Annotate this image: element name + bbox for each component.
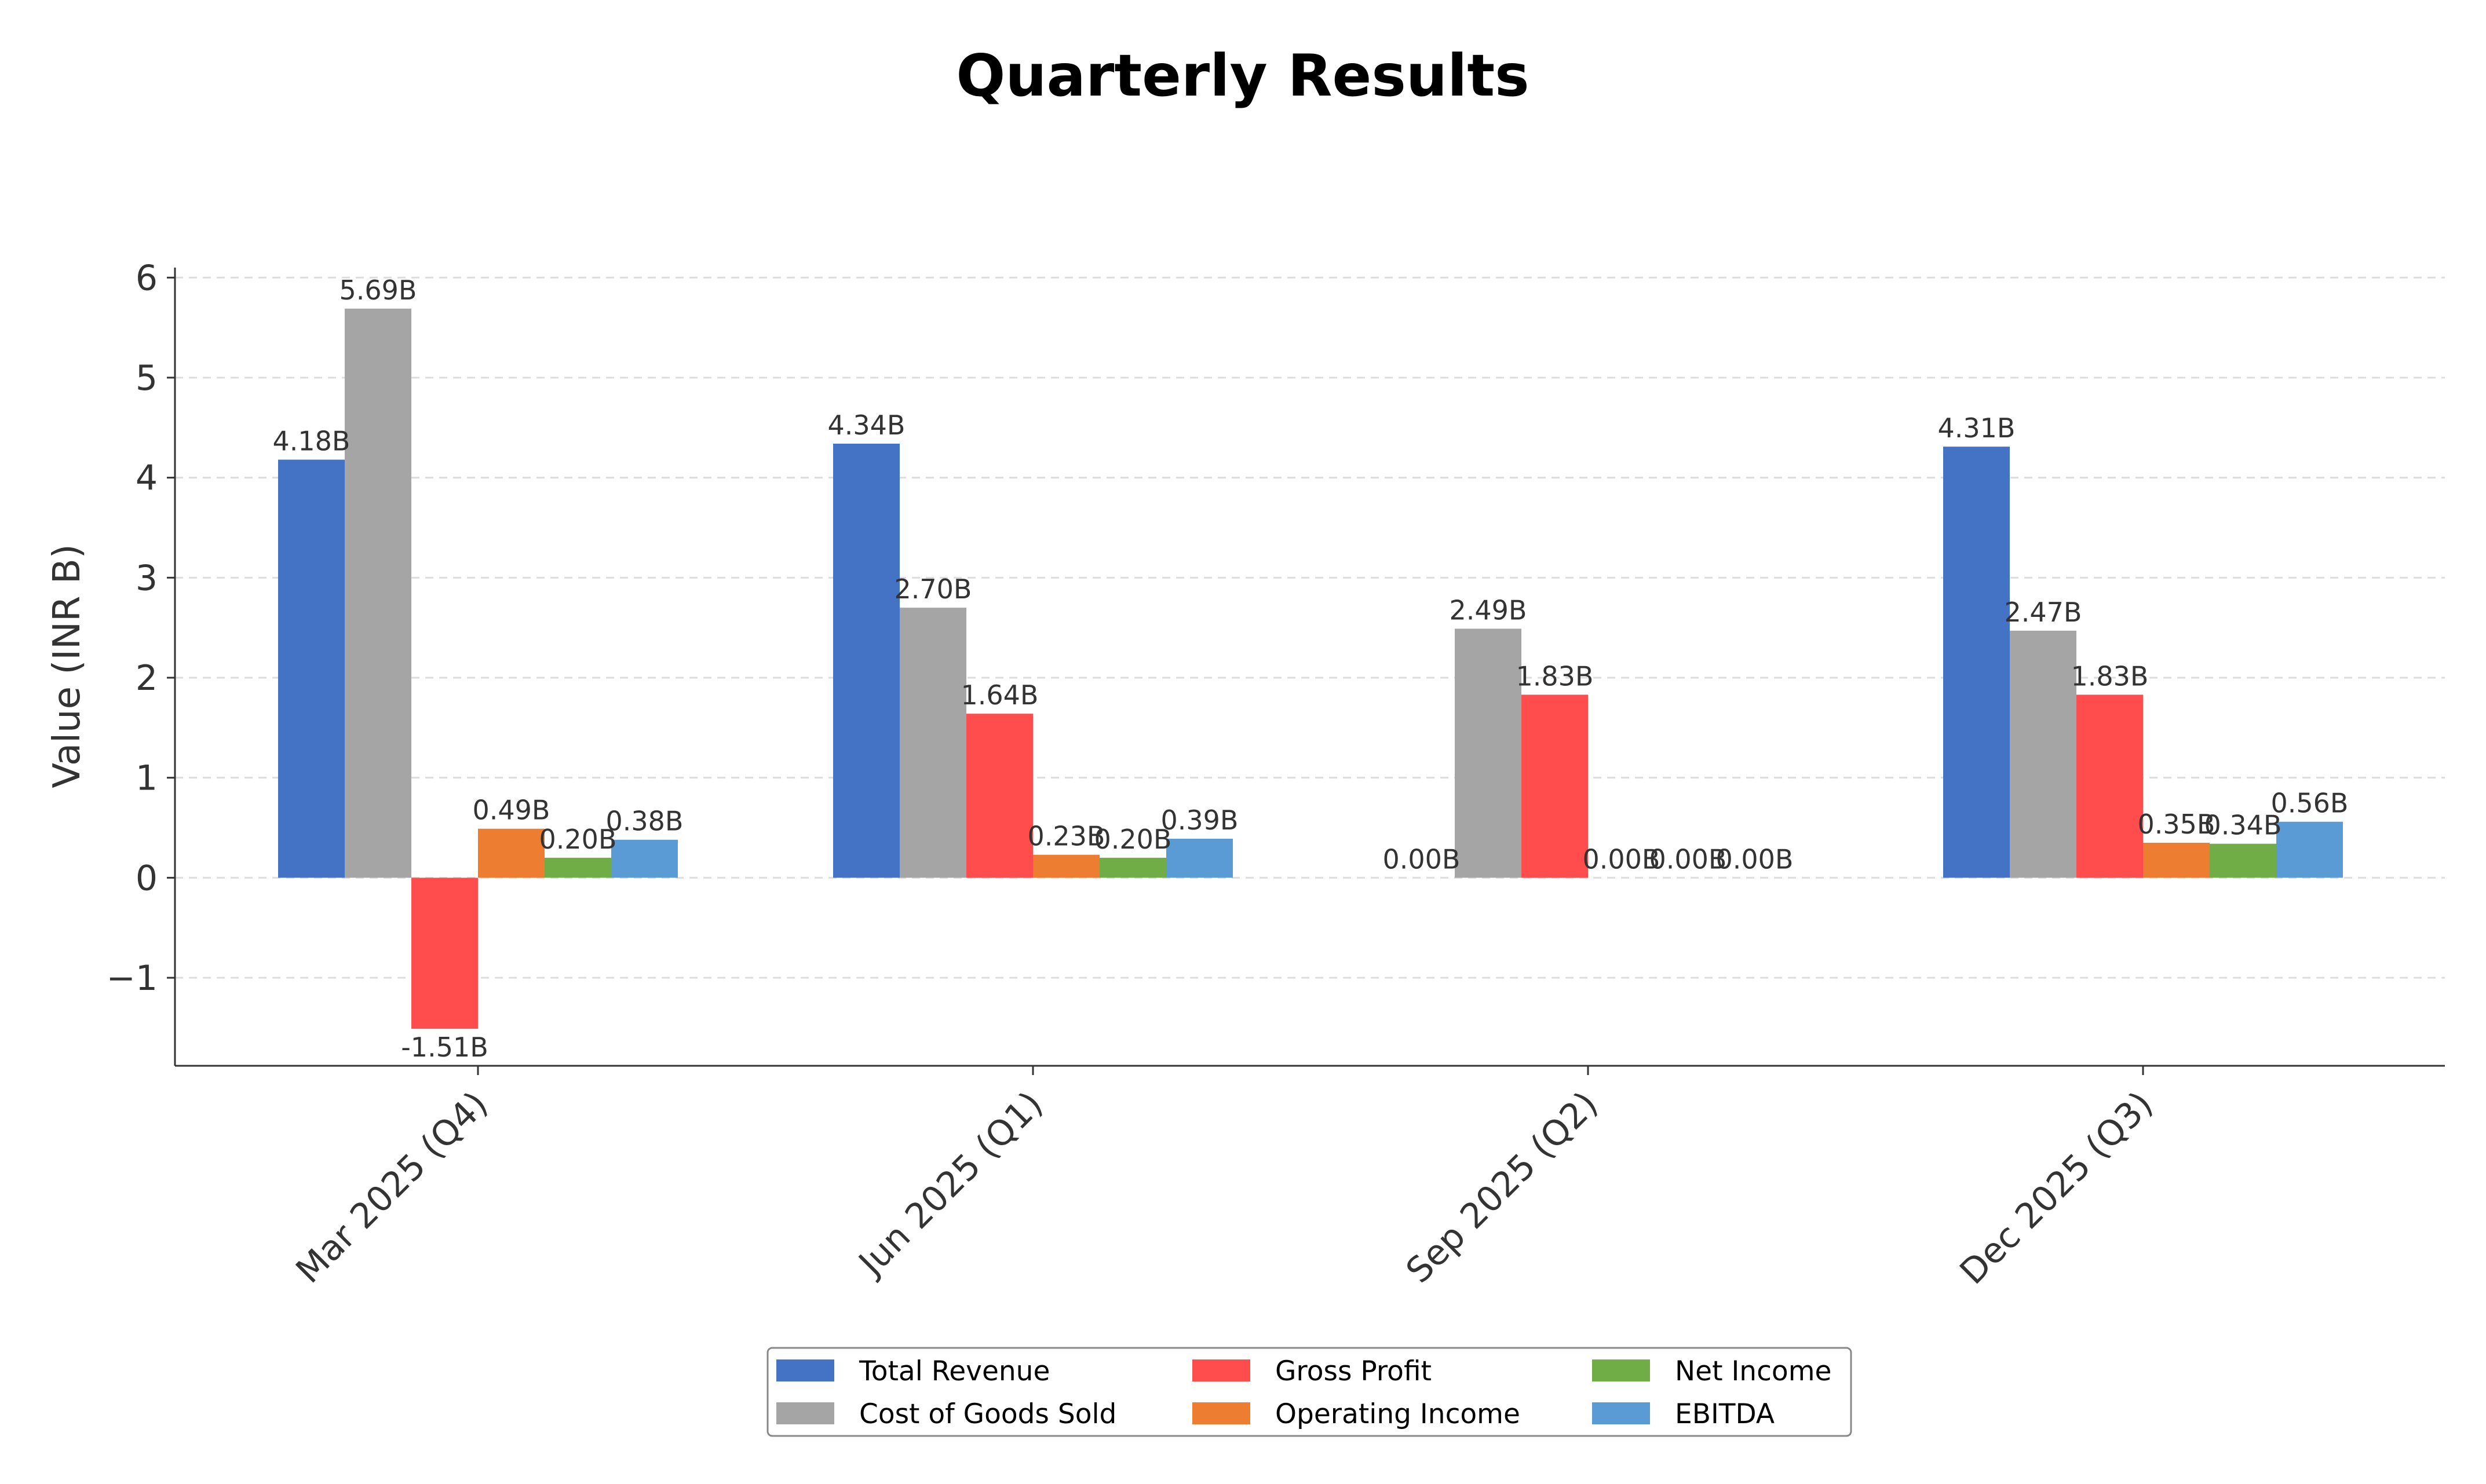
bar <box>1521 695 1588 878</box>
bar <box>1943 447 2010 878</box>
bar <box>345 308 411 878</box>
bar <box>966 714 1033 878</box>
bars <box>278 308 2343 1029</box>
legend-box <box>766 1347 1852 1437</box>
data-label: 0.34B <box>2204 810 2282 841</box>
bar <box>900 608 966 878</box>
bar <box>2210 843 2276 878</box>
data-label: 0.35B <box>2138 809 2215 840</box>
y-tick-label: 4 <box>136 458 158 499</box>
y-tick-label: 5 <box>136 358 158 399</box>
bar <box>2276 821 2343 878</box>
bar <box>545 857 611 878</box>
data-label: 1.64B <box>961 679 1039 711</box>
bar <box>478 828 545 878</box>
bar <box>2076 695 2143 878</box>
bar <box>2010 630 2076 878</box>
x-tick-label: Mar 2025 (Q4) <box>289 1084 496 1291</box>
data-label: 4.18B <box>273 426 351 457</box>
data-labels: 4.18B5.69B-1.51B0.49B0.20B0.38B4.34B2.70… <box>273 275 2349 1063</box>
legend-label: Total Revenue <box>859 1355 1050 1387</box>
data-label: 0.38B <box>606 806 684 837</box>
x-tick-label: Jun 2025 (Q1) <box>850 1084 1051 1285</box>
legend-swatch <box>1592 1402 1650 1424</box>
bar <box>1033 854 1100 878</box>
legend-swatch <box>1192 1402 1250 1424</box>
bar <box>1455 628 1521 878</box>
data-label: 0.56B <box>2271 788 2349 819</box>
legend-swatch <box>1192 1359 1250 1381</box>
y-tick-label: 1 <box>136 758 158 799</box>
y-tick-label: 3 <box>136 558 158 598</box>
data-label: 0.20B <box>539 824 617 855</box>
bar <box>2143 842 2210 878</box>
chart-title: Quarterly Results <box>956 42 1529 109</box>
data-label: 5.69B <box>340 275 417 306</box>
x-tick-label: Sep 2025 (Q2) <box>1399 1084 1606 1291</box>
y-tick-label: −1 <box>107 958 158 999</box>
legend-label: Operating Income <box>1275 1398 1520 1430</box>
data-label: 0.00B <box>1583 843 1660 875</box>
bar <box>611 839 678 878</box>
y-axis-label: Value (INR B) <box>46 544 89 788</box>
y-tick-label: 6 <box>136 258 158 298</box>
bar <box>1100 857 1166 878</box>
data-label: 0.00B <box>1649 843 1727 875</box>
data-label: 2.47B <box>2005 597 2082 628</box>
y-tick-label: 2 <box>136 658 158 699</box>
data-label: 1.83B <box>1516 660 1594 692</box>
legend-label: Net Income <box>1675 1355 1831 1387</box>
bar <box>833 443 900 878</box>
data-label: 0.39B <box>1161 805 1239 836</box>
y-tick-label: 0 <box>136 858 158 898</box>
data-label: 1.83B <box>2071 660 2149 692</box>
bar <box>1166 839 1233 878</box>
x-tick-label: Dec 2025 (Q3) <box>1952 1084 2161 1292</box>
data-label: 0.20B <box>1094 824 1172 855</box>
data-label: 0.23B <box>1028 821 1105 852</box>
data-label: 4.31B <box>1938 412 2016 444</box>
data-label: -1.51B <box>401 1032 488 1063</box>
legend-swatch <box>1592 1359 1650 1381</box>
legend-label: Gross Profit <box>1275 1355 1432 1387</box>
legend-label: Cost of Goods Sold <box>859 1398 1116 1430</box>
legend-label: EBITDA <box>1675 1398 1775 1430</box>
legend-swatch <box>776 1402 834 1424</box>
data-label: 4.34B <box>828 410 906 441</box>
bar <box>411 878 478 1029</box>
data-label: 2.70B <box>895 573 972 605</box>
data-label: 2.49B <box>1450 594 1527 626</box>
legend: Total Revenue Cost of Goods Sold Gross Pro… <box>766 1347 1852 1437</box>
data-label: 0.00B <box>1383 843 1461 875</box>
legend-swatch <box>776 1359 834 1381</box>
bar <box>278 459 345 878</box>
data-label: 0.49B <box>473 795 550 826</box>
data-label: 0.00B <box>1716 843 1794 875</box>
